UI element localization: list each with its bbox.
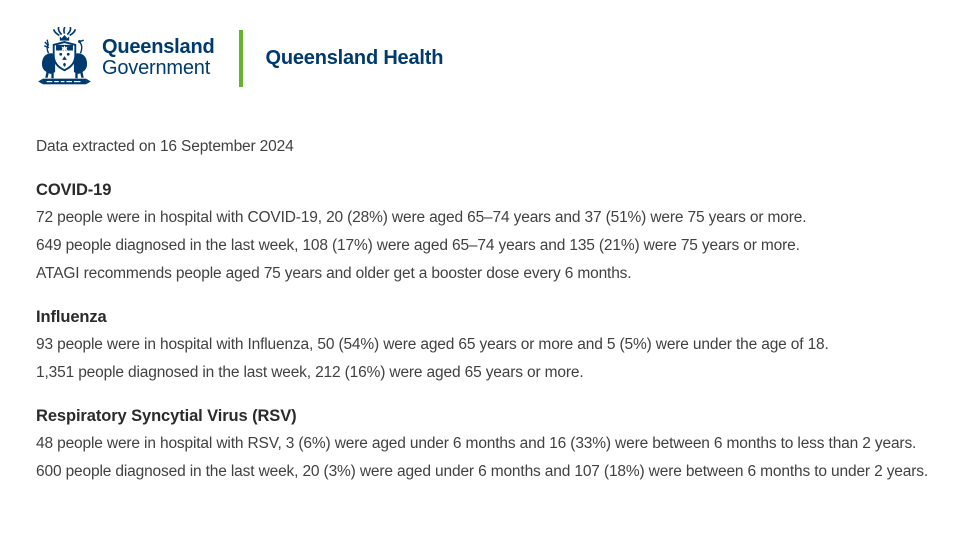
section-rsv: Respiratory Syncytial Virus (RSV) 48 peo… — [36, 402, 941, 486]
stat-paragraph: 1,351 people diagnosed in the last week,… — [36, 364, 584, 381]
wordmark-line-queensland: Queensland — [102, 36, 215, 58]
section-covid-19: COVID-19 72 people were in hospital with… — [36, 176, 941, 288]
stat-paragraph: 600 people diagnosed in the last week, 2… — [36, 463, 929, 480]
stat-paragraph: 649 people diagnosed in the last week, 1… — [36, 237, 800, 254]
data-extracted-line: Data extracted on 16 September 2024 — [36, 138, 294, 155]
wordmark-line-government: Government — [102, 57, 211, 79]
section-heading: COVID-19 — [36, 181, 112, 199]
queensland-government-wordmark: Queensland Government — [102, 36, 215, 79]
stat-paragraph: 72 people were in hospital with COVID-19… — [36, 209, 807, 226]
report-content: Data extracted on 16 September 2024 COVI… — [36, 133, 941, 486]
site-title: Queensland Health — [265, 46, 444, 69]
section-heading: Influenza — [36, 308, 107, 326]
queensland-coat-of-arms-icon — [36, 27, 93, 89]
section-heading: Respiratory Syncytial Virus (RSV) — [36, 407, 297, 425]
section-influenza: Influenza 93 people were in hospital wit… — [36, 303, 941, 387]
stat-paragraph: ATAGI recommends people aged 75 years an… — [36, 265, 632, 282]
site-header-brand-lockup[interactable]: Queensland Government Queensland Health — [0, 0, 955, 89]
brand-divider — [239, 29, 244, 87]
stat-paragraph: 93 people were in hospital with Influenz… — [36, 336, 829, 353]
stat-paragraph: 48 people were in hospital with RSV, 3 (… — [36, 435, 917, 452]
